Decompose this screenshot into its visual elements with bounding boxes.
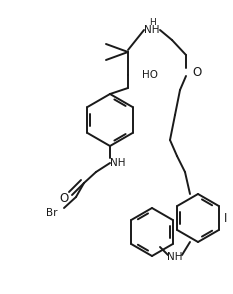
Text: O: O	[59, 193, 69, 206]
Text: Br: Br	[46, 208, 58, 218]
Text: NH: NH	[110, 158, 126, 168]
Text: O: O	[192, 66, 201, 78]
Text: HO: HO	[142, 70, 158, 80]
Text: NH: NH	[167, 252, 183, 262]
Text: NH: NH	[144, 25, 160, 35]
Text: I: I	[224, 211, 227, 225]
Text: H: H	[149, 18, 155, 26]
